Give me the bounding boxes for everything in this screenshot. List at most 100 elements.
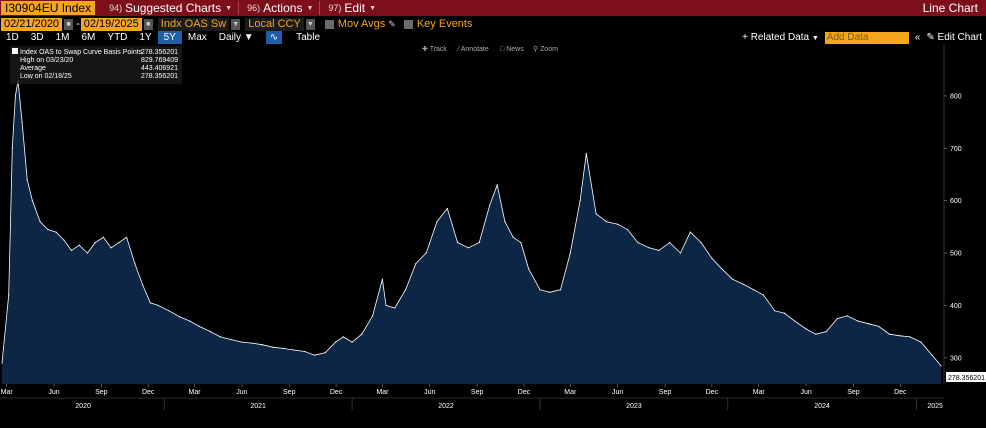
dropdown-icon[interactable]: ▼ [305,18,315,30]
period-5y[interactable]: 5Y [157,31,182,44]
data-point [241,341,243,343]
data-point [149,302,151,304]
data-point [868,323,870,325]
period-1y[interactable]: 1Y [139,32,152,43]
line-chart[interactable]: 300 400 500 600 700 800 Mar Jun Sep Dec Mar Jun Sep… [0,44,986,428]
controls-bar: 02/21/2020 ■ - 02/19/2025 ■ Indx OAS Sw … [0,17,986,31]
x-month-label: Sep [847,389,860,396]
data-point [815,333,817,335]
data-point [415,262,417,265]
last-value-tag [946,372,986,382]
data-point [504,221,506,223]
data-point [324,351,326,354]
data-point [21,121,23,123]
x-month-label: Dec [142,389,155,396]
legend-background [10,46,182,84]
add-data-input[interactable]: Add Data [824,31,909,44]
legend-swatch[interactable] [12,48,18,54]
divider [319,1,321,15]
y-tick-label: 500 [950,251,962,258]
currency-selector[interactable]: Local CCY [245,17,304,31]
period-max[interactable]: Max [187,32,207,43]
menu-actions[interactable]: 96) Actions ▼ [247,1,313,15]
data-point [436,221,438,223]
data-point [78,244,80,246]
data-point [794,320,796,322]
data-point [467,247,469,249]
x-month-label: Jun [800,389,811,396]
caret-down-icon: ▼ [306,4,314,12]
pencil-icon[interactable]: ✎ [388,18,396,29]
data-point [26,179,28,181]
period-ytd[interactable]: YTD [107,32,128,43]
related-data-button[interactable]: + Related Data ▼ [742,32,819,43]
x-year-label: 2021 [250,403,266,410]
last-value-text: 278.356201 [948,375,985,382]
data-point [700,241,702,244]
data-point [198,325,200,327]
legend-high-value: 829.769409 [141,57,178,64]
data-point [31,200,33,202]
menu-edit[interactable]: 97) Edit ▼ [328,1,376,15]
data-point [846,315,848,317]
data-point [689,231,691,233]
data-point [569,252,571,254]
data-point [304,350,306,353]
calendar-icon[interactable]: ■ [64,18,74,30]
data-point [836,317,839,320]
x-month-label: Sep [283,389,296,396]
y-tick-label: 400 [950,303,962,310]
data-point [11,147,13,149]
key-events-checkbox[interactable] [403,19,413,29]
data-point [528,268,530,270]
period-6m[interactable]: 6M [81,32,96,43]
end-date-field[interactable]: 02/19/2025 [80,17,142,31]
data-point [456,241,459,244]
x-month-label: Mar [753,389,766,396]
field-selector[interactable]: Indx OAS Sw [157,17,230,31]
data-point [658,249,660,252]
data-point [878,325,880,327]
data-point [626,228,629,231]
line-chart-icon[interactable]: ∿ [265,31,283,44]
x-year-label: 2023 [626,403,642,410]
ticker-field[interactable]: I30904EU Index [1,1,96,15]
data-point [512,236,514,238]
data-point [805,328,807,330]
frequency-label: Daily [218,32,242,43]
annotate-tool[interactable]: ⁄ Annotate [456,46,489,53]
key-events-label[interactable]: Key Events [416,18,473,30]
period-3d[interactable]: 3D [30,32,44,43]
data-point [342,336,344,338]
data-point [825,331,827,333]
edit-chart-button[interactable]: ✎ Edit Chart [926,32,982,43]
data-point [496,184,498,186]
frequency-selector[interactable]: Daily ▼ [213,31,260,44]
news-tool[interactable]: □ News [500,46,524,53]
data-point [909,336,911,338]
table-button[interactable]: Table [296,32,320,43]
data-point [446,207,448,210]
period-1m[interactable]: 1M [55,32,70,43]
period-1d[interactable]: 1D [6,32,19,43]
data-point [293,349,295,351]
calendar-icon[interactable]: ■ [143,18,153,30]
collapse-icon[interactable]: « [914,32,921,43]
mov-avgs-label[interactable]: Mov Avgs [337,18,386,30]
edit-chart-label: Edit Chart [937,32,982,43]
data-point [579,200,581,202]
menu-label: Edit [344,1,366,15]
menu-suggested-charts[interactable]: 94) Suggested Charts ▼ [109,1,232,15]
dropdown-icon[interactable]: ▼ [231,18,241,30]
menu-number: 96) [247,3,261,13]
data-point [8,294,10,296]
start-date-field[interactable]: 02/21/2020 [1,17,63,31]
data-point [381,278,384,280]
zoom-tool[interactable]: ⚲ Zoom [533,45,558,53]
data-point [940,365,942,367]
x-month-label: Jun [612,389,623,396]
track-tool[interactable]: ✚ Track [422,45,447,53]
data-point [595,213,597,215]
mov-avgs-checkbox[interactable] [324,19,334,29]
data-point [478,241,480,244]
